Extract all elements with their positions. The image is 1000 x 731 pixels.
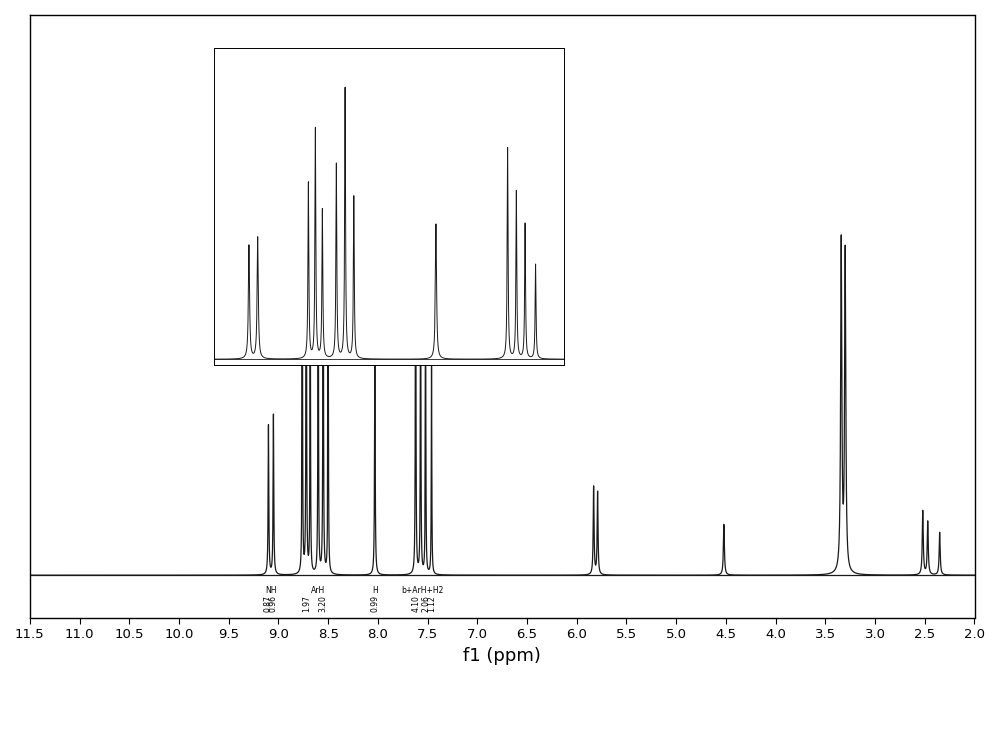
Text: 0.96: 0.96 [269, 596, 278, 613]
Text: 2.06: 2.06 [421, 596, 430, 613]
Text: NH: NH [265, 586, 277, 595]
Text: 1.12: 1.12 [427, 596, 436, 612]
Text: 4.10: 4.10 [411, 596, 420, 613]
Text: b+ArH+H2: b+ArH+H2 [401, 586, 444, 595]
Text: 0.87: 0.87 [264, 596, 273, 613]
Text: 3.20: 3.20 [319, 596, 328, 613]
Text: 1.97: 1.97 [302, 596, 311, 613]
Text: ArH: ArH [311, 586, 325, 595]
Text: H: H [372, 586, 378, 595]
X-axis label: f1 (ppm): f1 (ppm) [463, 647, 541, 664]
Text: 0.99: 0.99 [370, 596, 379, 613]
